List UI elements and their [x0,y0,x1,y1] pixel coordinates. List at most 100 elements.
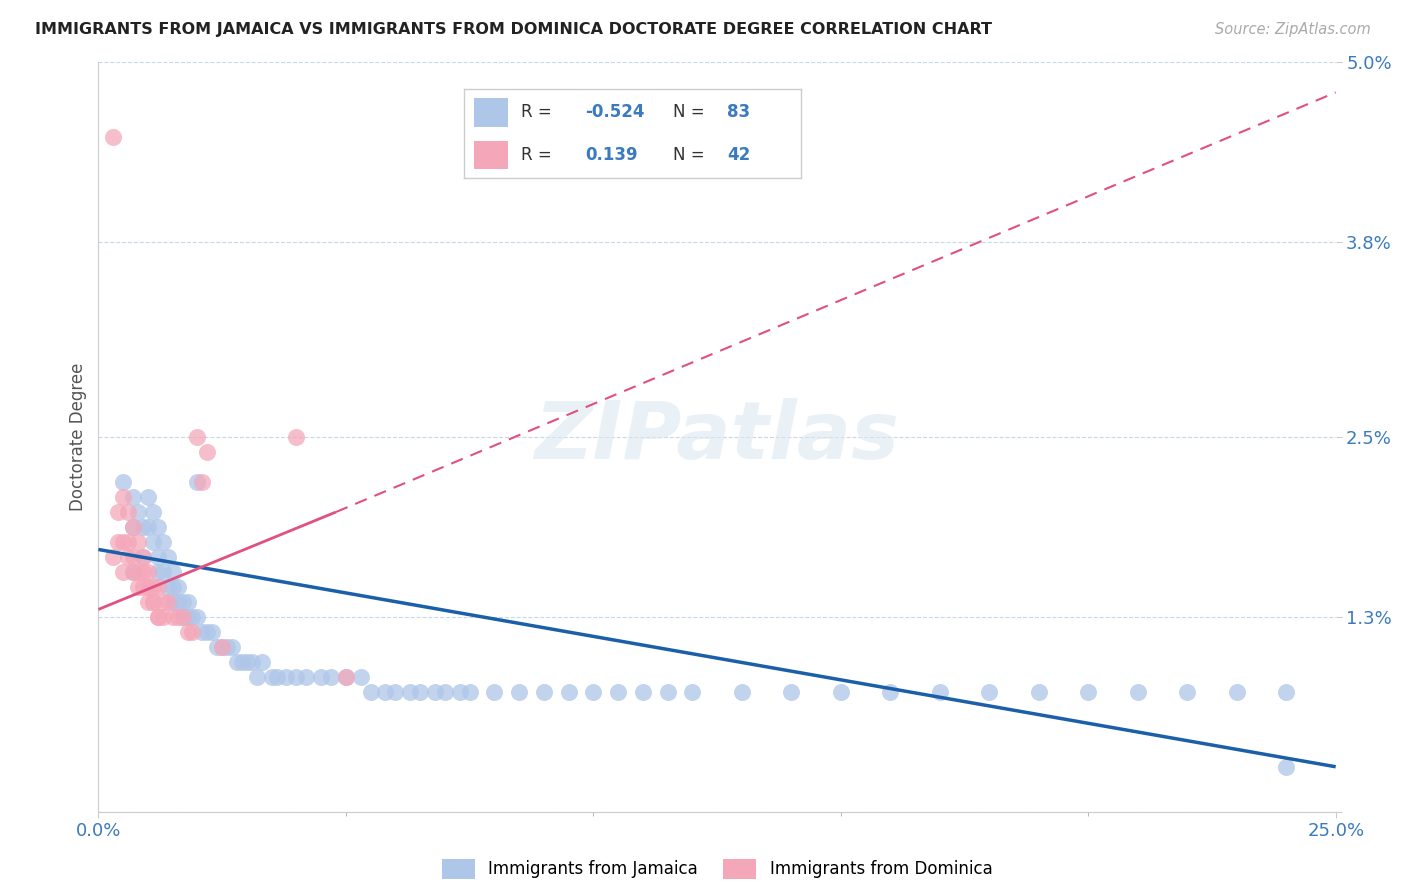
Point [979,685,1001,699]
Point [112,475,135,489]
Point [172,610,194,624]
Point [928,685,950,699]
Point [117,505,139,519]
Point [136,565,159,579]
Point [152,610,174,624]
Point [156,580,179,594]
Point [484,685,506,699]
Point [374,685,396,699]
Point [217,640,239,654]
Text: R =: R = [522,146,553,164]
Point [508,685,530,699]
Point [195,624,218,639]
Point [260,670,283,684]
Point [631,685,654,699]
Point [195,445,218,459]
Point [285,670,308,684]
Point [122,520,145,534]
Point [399,685,422,699]
Point [449,685,471,699]
Point [1175,685,1198,699]
Point [240,655,263,669]
Point [211,640,233,654]
Point [127,535,149,549]
Point [607,685,630,699]
Point [162,610,184,624]
Point [285,430,308,444]
Point [360,685,382,699]
Point [142,595,165,609]
Point [830,685,852,699]
Point [156,549,179,564]
Point [122,565,145,579]
Point [191,624,214,639]
Point [132,565,155,579]
Point [172,595,194,609]
Point [201,624,224,639]
Point [335,670,357,684]
Y-axis label: Doctorate Degree: Doctorate Degree [69,363,87,511]
Point [1126,685,1149,699]
Point [152,535,174,549]
Point [103,130,125,145]
Point [533,685,555,699]
Point [458,685,481,699]
Point [136,595,159,609]
Point [1077,685,1099,699]
Point [191,475,214,489]
Text: N =: N = [673,146,704,164]
Point [122,520,145,534]
Point [1028,685,1050,699]
Point [152,595,174,609]
Point [423,685,446,699]
Point [681,685,703,699]
Point [162,565,184,579]
Point [266,670,288,684]
Text: N =: N = [673,103,704,121]
Point [350,670,373,684]
Point [156,595,179,609]
Text: R =: R = [522,103,553,121]
Point [221,640,243,654]
Text: 83: 83 [727,103,751,121]
Point [211,640,233,654]
Point [176,624,198,639]
Point [181,610,204,624]
Point [142,505,165,519]
Point [122,565,145,579]
Point [132,549,155,564]
Point [731,685,754,699]
Point [142,595,165,609]
Text: 0.139: 0.139 [585,146,638,164]
Point [181,624,204,639]
Point [1226,685,1249,699]
Point [146,520,169,534]
Point [186,610,208,624]
Point [162,595,184,609]
Point [186,430,208,444]
Text: IMMIGRANTS FROM JAMAICA VS IMMIGRANTS FROM DOMINICA DOCTORATE DEGREE CORRELATION: IMMIGRANTS FROM JAMAICA VS IMMIGRANTS FR… [35,22,993,37]
Point [107,505,129,519]
Point [557,685,579,699]
Point [103,549,125,564]
Point [166,595,188,609]
Point [176,610,198,624]
Point [122,490,145,504]
Point [146,610,169,624]
Point [1275,685,1298,699]
Point [172,610,194,624]
Point [132,549,155,564]
Point [879,685,901,699]
Point [409,685,432,699]
Text: 42: 42 [727,146,751,164]
Point [186,475,208,489]
Text: ZIPatlas: ZIPatlas [534,398,900,476]
Point [132,580,155,594]
Point [166,610,188,624]
Point [295,670,318,684]
Point [176,595,198,609]
Point [142,580,165,594]
Point [162,580,184,594]
Point [136,490,159,504]
Point [146,565,169,579]
